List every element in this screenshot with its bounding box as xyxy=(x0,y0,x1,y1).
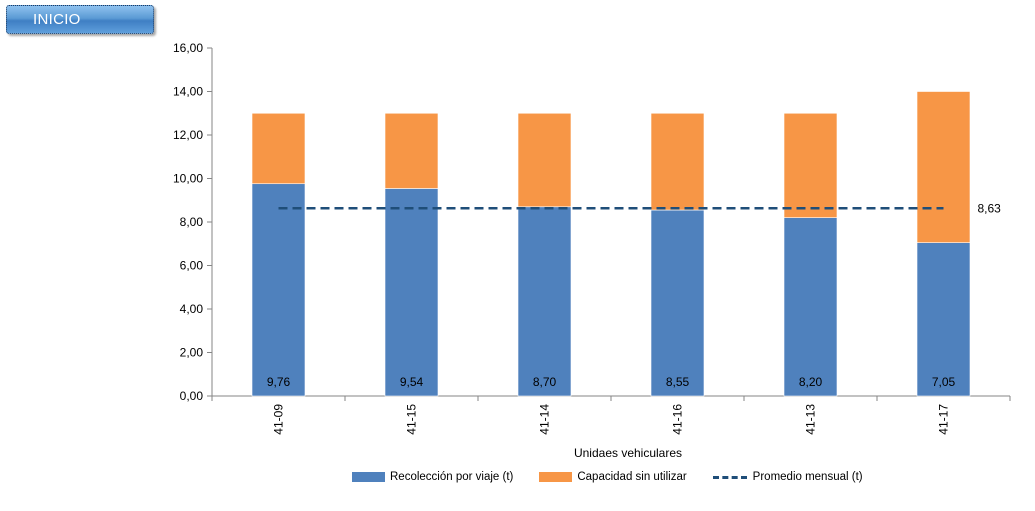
data-label: 9,54 xyxy=(400,375,424,389)
data-label: 9,76 xyxy=(267,375,291,389)
x-tick-label: 41-13 xyxy=(804,404,818,435)
bar-recoleccion xyxy=(384,188,439,397)
legend-label-promedio: Promedio mensual (t) xyxy=(752,471,863,483)
bar-recoleccion xyxy=(783,217,838,397)
y-tick-label: 4,00 xyxy=(180,302,204,316)
y-tick-label: 2,00 xyxy=(180,346,204,360)
average-line-label: 8,63 xyxy=(978,201,1002,215)
legend-item-recoleccion: Recolección por viaje (t) xyxy=(352,471,513,483)
data-label: 8,70 xyxy=(533,375,557,389)
data-label: 8,55 xyxy=(666,375,690,389)
bar-recoleccion xyxy=(251,183,306,397)
legend-label-recoleccion: Recolección por viaje (t) xyxy=(390,471,514,483)
legend-swatch-promedio xyxy=(712,475,747,479)
chart-legend: Recolección por viaje (t) Capacidad sin … xyxy=(352,471,889,483)
legend-label-capacidad: Capacidad sin utilizar xyxy=(577,471,687,483)
bar-recoleccion xyxy=(916,242,971,397)
y-tick-label: 14,00 xyxy=(173,85,203,99)
y-tick-label: 8,00 xyxy=(180,215,204,229)
x-tick-label: 41-09 xyxy=(272,404,286,435)
y-tick-label: 6,00 xyxy=(180,259,204,273)
data-label: 8,20 xyxy=(799,375,823,389)
y-tick-label: 12,00 xyxy=(173,128,203,142)
bar-recoleccion xyxy=(517,206,572,397)
x-tick-label: 41-17 xyxy=(937,404,951,435)
x-axis-title: Unidaes vehiculares xyxy=(574,446,682,460)
bar-capacidad xyxy=(916,91,971,243)
bar-capacidad xyxy=(251,112,306,185)
bar-capacidad xyxy=(650,112,705,211)
y-tick-label: 10,00 xyxy=(173,172,203,186)
bar-recoleccion xyxy=(650,209,705,397)
legend-swatch-recoleccion xyxy=(352,472,385,482)
data-label: 7,05 xyxy=(932,375,956,389)
bar-capacidad xyxy=(384,112,439,189)
x-tick-label: 41-16 xyxy=(671,404,685,435)
bar-capacidad xyxy=(517,112,572,208)
x-tick-label: 41-14 xyxy=(538,404,552,435)
legend-swatch-capacidad xyxy=(539,472,573,482)
y-tick-label: 0,00 xyxy=(180,389,204,403)
legend-item-capacidad: Capacidad sin utilizar xyxy=(539,471,687,483)
inicio-button[interactable]: INICIO xyxy=(6,5,154,34)
legend-item-promedio: Promedio mensual (t) xyxy=(712,471,863,483)
x-tick-label: 41-15 xyxy=(405,404,419,435)
bar-capacidad xyxy=(783,112,838,218)
y-tick-label: 16,00 xyxy=(173,41,203,55)
